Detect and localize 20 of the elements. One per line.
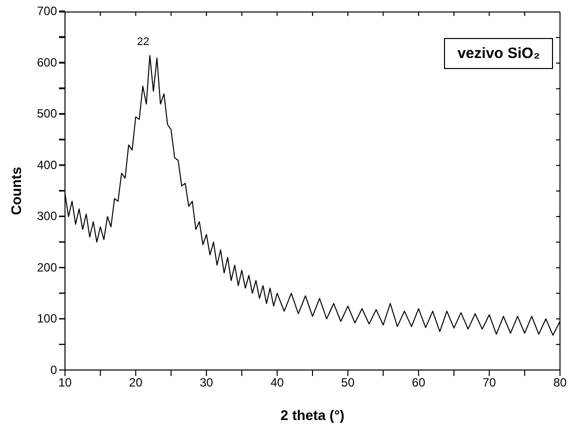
y-tick-label: 600	[36, 55, 58, 70]
y-tick-label: 700	[36, 4, 58, 18]
annotation: 22	[137, 36, 150, 48]
y-tick-label: 400	[36, 158, 58, 172]
y-tick-label: 300	[36, 209, 58, 224]
x-tick-label: 30	[200, 376, 214, 390]
x-tick-label: 10	[58, 376, 72, 390]
y-tick-label: 200	[36, 260, 58, 274]
y-tick-label: 100	[36, 312, 58, 326]
x-tick-label: 20	[129, 376, 143, 390]
annotation: vezivo SiO₂	[444, 38, 553, 69]
x-tick-label: 80	[553, 376, 567, 390]
x-tick-label: 60	[412, 376, 426, 390]
y-tick-label: 0	[50, 363, 58, 377]
x-tick-label: 50	[341, 376, 355, 390]
x-tick-label: 40	[270, 376, 284, 390]
x-tick-label: 70	[482, 376, 496, 390]
y-tick-label: 500	[36, 106, 58, 121]
y-axis-title: Counts	[8, 166, 24, 216]
x-axis-title: 2 theta (°)	[280, 407, 344, 423]
